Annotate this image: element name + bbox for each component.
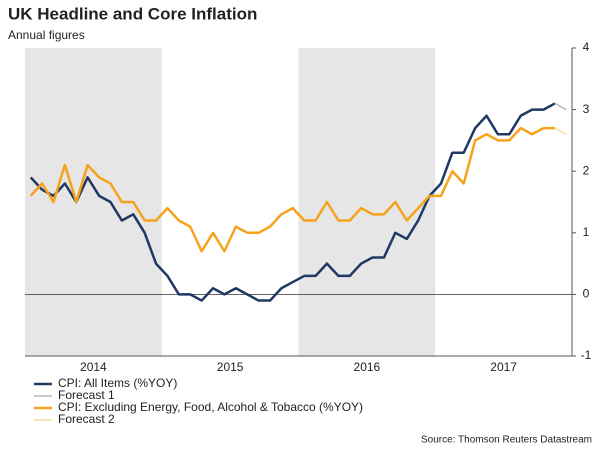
y-tick-label: 4	[583, 40, 590, 54]
series-line	[29, 102, 556, 302]
y-tick-label: 1	[583, 225, 590, 239]
shaded-band	[298, 48, 436, 356]
x-tick-label: 2017	[490, 360, 517, 374]
x-tick-label: 2015	[217, 360, 244, 374]
y-tick-label: 3	[583, 102, 590, 116]
y-tick-label: 0	[583, 287, 590, 301]
chart-subtitle: Annual figures	[8, 28, 85, 42]
y-tick-label: -1	[581, 348, 592, 362]
legend-label: CPI: Excluding Energy, Food, Alcohol & T…	[58, 400, 363, 414]
x-tick-label: 2016	[354, 360, 381, 374]
x-tick-label: 2014	[80, 360, 107, 374]
series-line	[554, 127, 567, 135]
source: Source: Thomson Reuters Datastream	[421, 435, 592, 446]
chart-title: UK Headline and Core Inflation	[8, 4, 257, 23]
series-line	[29, 126, 555, 253]
series-line	[554, 102, 567, 111]
y-tick-label: 2	[583, 163, 590, 177]
legend-label: Forecast 1	[58, 388, 115, 402]
shaded-band	[25, 48, 162, 356]
legend-label: Forecast 2	[58, 412, 115, 426]
legend-label: CPI: All Items (%YOY)	[58, 376, 177, 390]
